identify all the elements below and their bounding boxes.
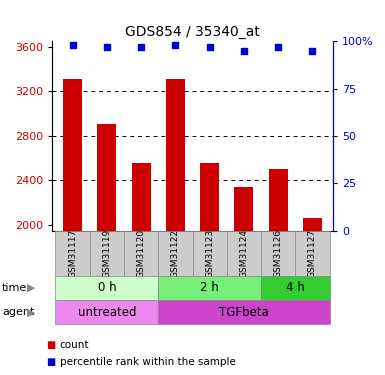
Text: ▶: ▶ (27, 307, 36, 317)
Text: count: count (60, 340, 89, 350)
Text: 2 h: 2 h (200, 281, 219, 294)
Bar (55, 300, 158, 324)
Point (241, 48, 247, 54)
Bar (97, 124, 116, 375)
Text: time: time (2, 283, 27, 293)
Text: GSM31117: GSM31117 (68, 228, 77, 278)
Bar (158, 276, 261, 300)
Bar (55, 231, 90, 276)
Bar (132, 163, 151, 375)
Text: percentile rank within the sample: percentile rank within the sample (60, 357, 236, 367)
Bar (303, 218, 322, 375)
Text: GSM31119: GSM31119 (102, 228, 111, 278)
Text: ■: ■ (46, 340, 55, 350)
Text: GSM31123: GSM31123 (205, 228, 214, 278)
Bar (158, 231, 192, 276)
Text: 4 h: 4 h (286, 281, 305, 294)
Point (138, 44, 144, 50)
Bar (234, 187, 253, 375)
Bar (261, 276, 330, 300)
Point (310, 48, 316, 54)
Point (207, 44, 213, 50)
Text: GSM31127: GSM31127 (308, 228, 317, 278)
Bar (261, 231, 295, 276)
Bar (166, 79, 185, 375)
Text: GSM31126: GSM31126 (274, 228, 283, 278)
Bar (200, 163, 219, 375)
Text: TGFbeta: TGFbeta (219, 306, 269, 319)
Text: ■: ■ (46, 357, 55, 367)
Text: ▶: ▶ (27, 283, 36, 293)
Text: GSM31120: GSM31120 (137, 228, 146, 278)
Bar (269, 170, 288, 375)
Text: GSM31122: GSM31122 (171, 229, 180, 278)
Text: untreated: untreated (77, 306, 136, 319)
Bar (295, 231, 330, 276)
Point (104, 44, 110, 50)
Bar (55, 276, 158, 300)
Point (172, 42, 178, 48)
Point (275, 44, 281, 50)
Text: agent: agent (2, 307, 34, 317)
Bar (124, 231, 158, 276)
Bar (63, 79, 82, 375)
Bar (192, 231, 227, 276)
Point (69, 42, 75, 48)
Bar (227, 231, 261, 276)
Title: GDS854 / 35340_at: GDS854 / 35340_at (125, 25, 260, 39)
Bar (90, 231, 124, 276)
Text: 0 h: 0 h (97, 281, 116, 294)
Text: GSM31124: GSM31124 (239, 229, 248, 278)
Bar (158, 300, 330, 324)
